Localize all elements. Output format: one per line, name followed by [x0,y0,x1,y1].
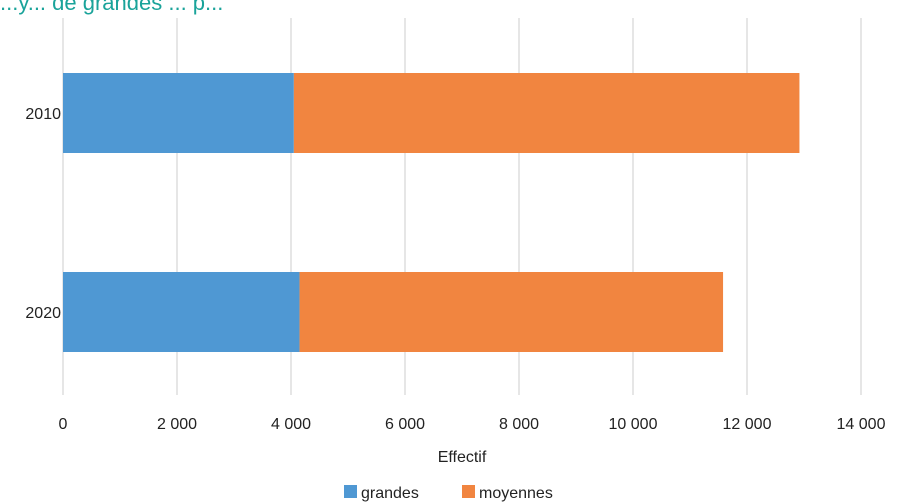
chart-title: ...y... de grandes ... p... [0,0,224,15]
bar-moyennes-2010 [293,73,800,153]
x-axis-label: Effectif [438,449,487,466]
legend-swatch-grandes [344,485,357,498]
bar-grandes-2020 [63,272,300,352]
x-tick-label-2: 4 000 [271,416,311,433]
x-tick-label-4: 8 000 [499,416,539,433]
legend-swatch-moyennes [462,485,475,498]
x-tick-label-1: 2 000 [157,416,197,433]
legend: grandes moyennes [344,485,553,502]
x-tick-label-3: 6 000 [385,416,425,433]
x-axis-tick-labels: 0 2 000 4 000 6 000 8 000 10 000 12 000 14 000 [59,416,886,433]
x-tick-label-5: 10 000 [609,416,658,433]
x-tick-label-0: 0 [59,416,68,433]
y-tick-label-2020: 2020 [25,305,61,322]
x-tick-label-6: 12 000 [723,416,772,433]
y-tick-label-2010: 2010 [25,106,61,123]
legend-label-moyennes: moyennes [479,485,553,502]
legend-label-grandes: grandes [361,485,419,502]
x-tick-label-7: 14 000 [837,416,886,433]
bar-grandes-2010 [63,73,294,153]
y-axis-tick-labels: 2010 2020 [25,106,61,322]
bar-moyennes-2020 [299,272,724,352]
bars [63,73,800,352]
